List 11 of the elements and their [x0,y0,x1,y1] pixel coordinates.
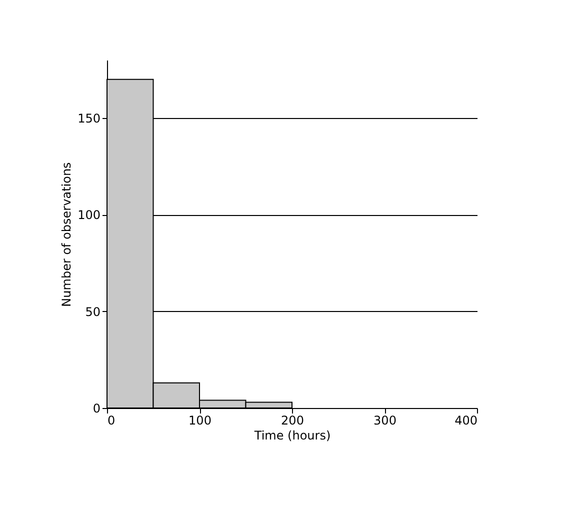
x-tick-label: 100 [188,414,212,428]
y-tick-label: 50 [85,304,100,319]
x-tick-label: 400 [454,414,478,428]
y-tick-label: 0 [92,402,100,416]
y-tick-label: 100 [78,208,100,222]
y-tick-label: 150 [78,112,100,126]
y-axis-title: Number of observations [60,162,74,307]
x-tick-label: 200 [281,414,304,428]
x-tick-label: 0 [108,414,116,428]
x-tick-label: 300 [374,414,396,428]
x-axis-title: Time (hours) [253,428,331,442]
